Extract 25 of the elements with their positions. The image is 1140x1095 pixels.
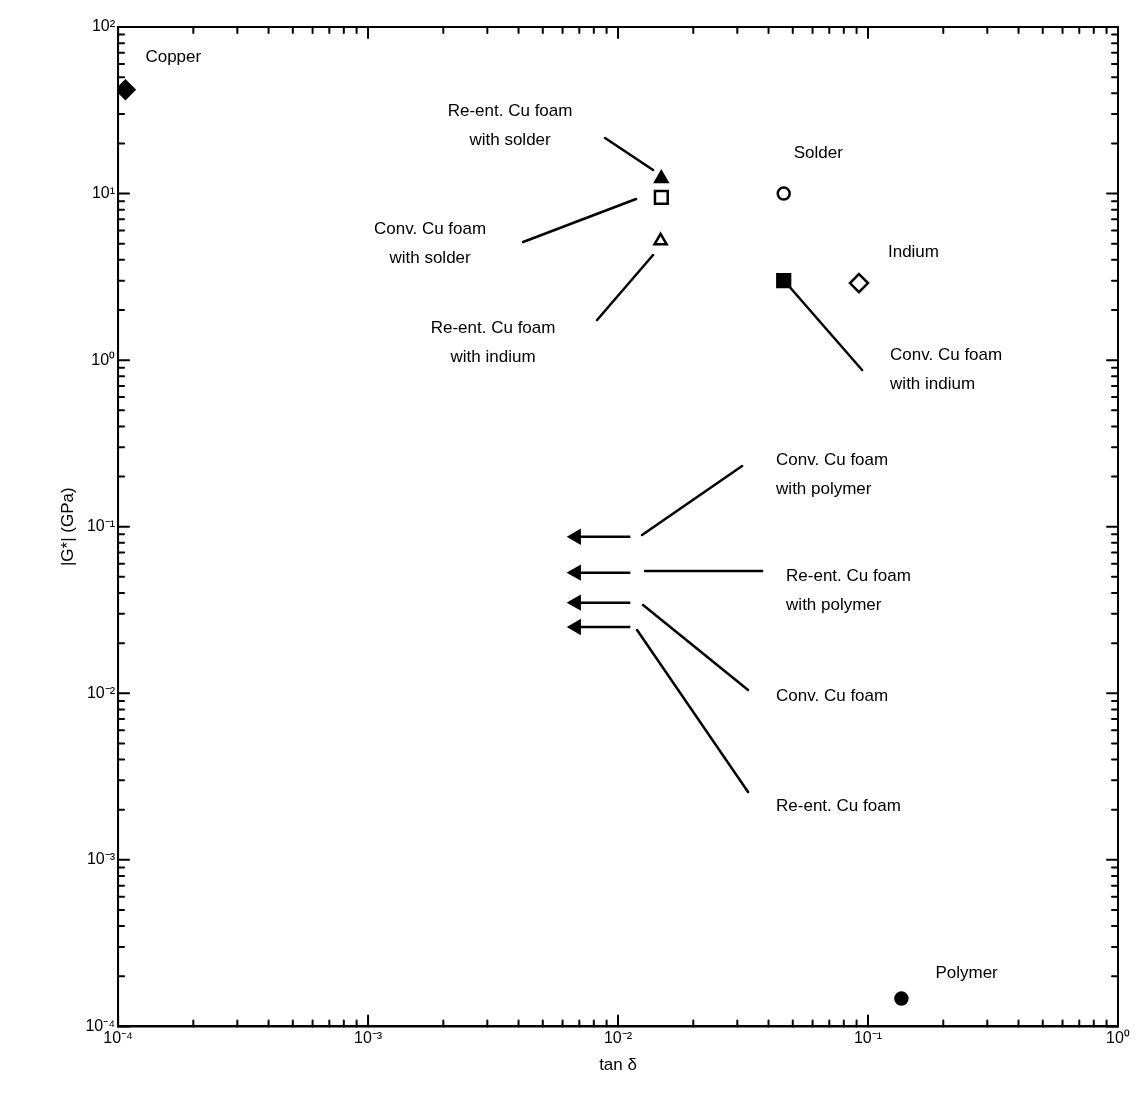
annotation: Solder: [793, 143, 844, 163]
y-tick-label: 10²: [91, 17, 116, 35]
annotation: Re-ent. Cu foam with polymer: [785, 565, 911, 614]
annotation: Indium: [887, 241, 939, 261]
y-tick-label: 10⁰: [91, 350, 116, 368]
x-axis-title: tan δ: [599, 1055, 637, 1075]
annotation: Conv. Cu foam with polymer: [775, 449, 889, 498]
y-tick-label: 10⁻³: [86, 850, 116, 868]
annotation: Re-ent. Cu foam: [776, 795, 901, 815]
x-tick-label: 10⁻³: [353, 1029, 383, 1047]
x-tick-label: 10⁻⁴: [103, 1029, 134, 1047]
y-axis-title: |G*| (GPa): [57, 487, 77, 567]
x-tick-label: 10⁻¹: [853, 1029, 883, 1047]
y-tick-label: 10¹: [91, 183, 116, 201]
annotation: Re-ent. Cu foam with solder: [447, 100, 573, 149]
y-tick-label: 10⁻²: [86, 683, 116, 701]
annotation: Copper: [145, 47, 202, 67]
annotation: Conv. Cu foam: [776, 685, 889, 705]
annotation: Conv. Cu foam with indium: [889, 344, 1003, 393]
x-tick-label: 10⁻²: [603, 1029, 633, 1047]
x-tick-label: 10⁰: [1106, 1029, 1130, 1047]
annotation: Polymer: [935, 963, 999, 983]
annotation: Re-ent. Cu foam with indium: [430, 317, 556, 366]
annotation: Conv. Cu foam with solder: [374, 218, 487, 267]
y-tick-label: 10⁻¹: [86, 517, 116, 535]
